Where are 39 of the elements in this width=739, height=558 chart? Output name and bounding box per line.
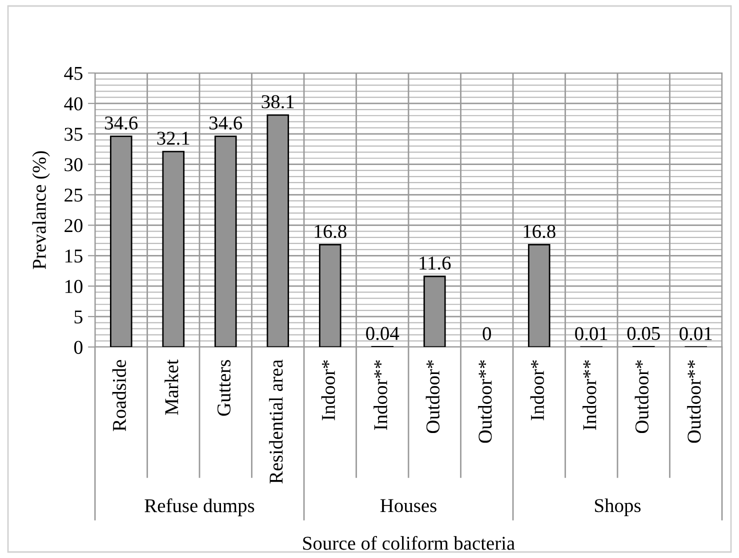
data-label: 0 <box>482 327 491 340</box>
x-tick-label: Indoor* <box>321 360 335 420</box>
x-tick-label: Outdoor** <box>478 360 492 443</box>
data-label: 0.01 <box>680 327 712 340</box>
data-label: 38.1 <box>262 95 294 108</box>
text: Refuse dumps <box>144 498 254 516</box>
data-label: 0.01 <box>575 327 608 340</box>
x-tick-label: Indoor** <box>374 360 388 430</box>
text: Shops <box>595 498 641 516</box>
x-tick-label: Outdoor* <box>426 360 440 434</box>
y-tick-label: 40 <box>64 97 82 110</box>
x-axis-title: Source of coliform bacteria <box>303 536 515 550</box>
y-tick-label: 10 <box>65 280 82 294</box>
y-tick-label: 30 <box>64 158 82 172</box>
x-tick-label: Indoor* <box>530 360 544 420</box>
data-label: 32.1 <box>157 132 190 145</box>
data-label: 0.04 <box>366 326 400 340</box>
y-tick-label: 45 <box>64 66 82 80</box>
y-tick-label: 25 <box>64 188 82 202</box>
x-tick-label: Outdoor* <box>634 360 648 434</box>
y-tick-label: 5 <box>74 310 82 324</box>
x-tick-label: Indoor** <box>582 360 596 430</box>
x-tick-label: Residential area <box>269 360 283 484</box>
data-label: 11.6 <box>420 256 451 270</box>
y-tick-label: 20 <box>64 219 82 232</box>
data-label: 34.6 <box>210 116 242 130</box>
x-tick-label: Roadside <box>112 360 126 432</box>
y-tick-label: 35 <box>64 128 82 141</box>
data-label: 16.8 <box>314 224 346 238</box>
x-tick-label: Gutters <box>217 360 230 416</box>
data-label: 0.05 <box>627 326 660 340</box>
y-tick-label: 0 <box>74 340 82 354</box>
x-tick-label: Market <box>164 359 178 415</box>
y-tick-label: 15 <box>65 250 82 263</box>
data-label: 34.6 <box>105 116 138 130</box>
x-tick-label: Outdoor** <box>687 360 701 443</box>
text: Houses <box>380 499 436 512</box>
y-axis-title: Prevalance (%) <box>32 151 50 270</box>
data-label: 16.8 <box>524 224 556 238</box>
